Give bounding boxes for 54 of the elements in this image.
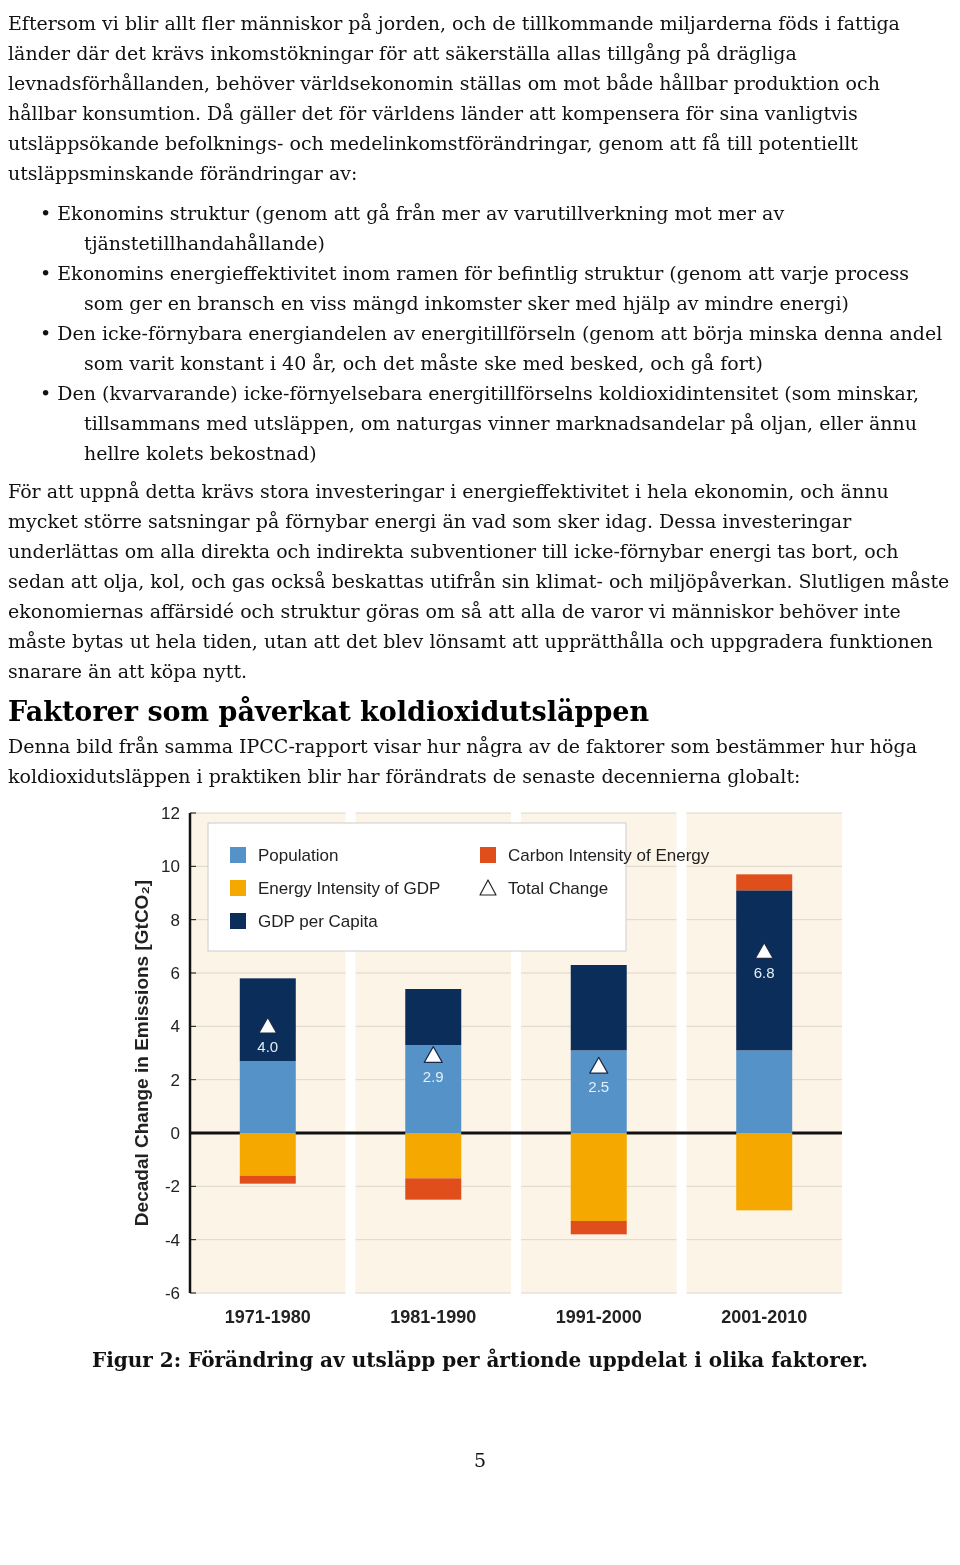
legend-label: Population xyxy=(258,846,339,865)
text: • Den icke-förnybara energiandelen av energitillförseln (genom att börja minska denna andel som varit konstant i 40 år, och det måste ske med besked, och gå fort) xyxy=(39,321,944,376)
y-tick-label: 0 xyxy=(170,1124,180,1143)
bar xyxy=(736,890,793,1051)
bar xyxy=(570,965,627,1051)
chart-subtitle: Denna bild från samma IPCC-rapport visar hur några av de faktorer som bestämmer hur höga koldioxidutsläppen i praktiken blir har förändrats de senaste decennierna globalt: xyxy=(8,734,918,789)
bar xyxy=(239,1175,296,1184)
bar xyxy=(239,1061,296,1133)
y-tick-label: -6 xyxy=(164,1284,180,1303)
y-tick-label: 6 xyxy=(170,964,180,983)
data-label: 2.9 xyxy=(422,1067,444,1085)
chart-title: Faktorer som påverkat koldioxidutsläppen xyxy=(8,696,651,727)
y-tick-label: 10 xyxy=(161,857,180,877)
legend-label: Energy Intensity of GDP xyxy=(258,879,441,898)
point xyxy=(423,1046,443,1064)
bar xyxy=(570,1133,627,1221)
point xyxy=(589,1056,609,1074)
y-tick-label: 8 xyxy=(170,910,180,930)
bar xyxy=(570,1221,627,1235)
bar xyxy=(736,1133,793,1211)
text: Figur 2: Förändring av utsläpp per årtionde uppdelat i olika faktorer. xyxy=(90,1347,870,1374)
x-tick-label: 1991-2000 xyxy=(555,1307,642,1327)
text: • Ekonomins struktur (genom att gå från mer av varutillverkning mot mer av tjänstetillhandahållande) xyxy=(39,201,786,256)
point xyxy=(258,1016,278,1034)
bar xyxy=(570,1050,627,1133)
bar xyxy=(239,978,296,1061)
legend-label: Carbon Intensity of Energy xyxy=(508,846,710,865)
y-tick-label: 4 xyxy=(170,1017,180,1037)
y-tick-label: -4 xyxy=(164,1230,180,1250)
point xyxy=(754,942,774,960)
text: Eftersom vi blir allt fler människor på jorden, och de tillkommande miljarderna föds i fattiga länder där det krävs inkomstökningar för att säkerställa allas tillgång på drägliga levnadsförhållanden, behöver världsekonomin ställas om mot både hållbar produktion och hållbar konsumtion. Då gäller det för världens länder att kompensera för sina vanligtvis utsläppsökande befolknings- och medelinkomstförändringar, genom att få till potentiellt utsläppsminskande förändringar av: xyxy=(8,11,901,186)
y-axis-title: Decadal Change in Emissions [GtCO₂] xyxy=(131,879,152,1227)
y-tick-label: 2 xyxy=(170,1070,180,1090)
bar xyxy=(239,1133,296,1176)
bar xyxy=(405,1045,462,1133)
text: • Ekonomins energieffektivitet inom ramen för befintlig struktur (genom att varje process som ger en bransch en viss mängd inkomster sker med hjälp av mindre energi) xyxy=(39,261,910,316)
text: • Den (kvarvarande) icke-förnyelsebara energitillförselns koldioxidintensitet (som minskar, tillsammans med utsläppen, om naturgas vinner marknadsandelar på oljan, eller ännu hellre kolets bekostnad) xyxy=(39,381,920,466)
x-tick-label: 1971-1980 xyxy=(224,1307,311,1327)
legend-label: GDP per Capita xyxy=(258,912,379,931)
bar xyxy=(736,1050,793,1133)
y-tick-label: 12 xyxy=(161,804,180,823)
data-label: 2.5 xyxy=(588,1078,610,1096)
text: 5 xyxy=(472,1448,488,1473)
bar xyxy=(405,989,462,1045)
x-tick-label: 1981-1990 xyxy=(390,1307,477,1327)
legend-label: Total Change xyxy=(508,879,609,898)
x-tick-label: 2001-2010 xyxy=(721,1307,808,1327)
bar xyxy=(736,874,793,891)
y-tick-label: -2 xyxy=(164,1177,180,1197)
data-label: 4.0 xyxy=(257,1038,279,1056)
bar xyxy=(405,1178,462,1200)
data-label: 6.8 xyxy=(753,963,775,981)
text: För att uppnå detta krävs stora investeringar i energieffektivitet i hela ekonomin, och ännu mycket större satsningar på förnybar energi än vad som sker idag. Dessa investeringar underlättas om alla direkta och indirekta subventioner till icke-förnybar energi tas bort, och sedan att olja, kol, och gas också beskattas utifrån sin klimat- och miljöpåverkan. Slutligen måste ekonomiernas affärsidé och struktur göras om så att alla de varor vi människor behöver inte måste bytas ut hela tiden, utan att det blev lönsamt att upprätthålla och uppgradera funktionen snarare än att köpa nytt. xyxy=(8,479,951,684)
bar xyxy=(405,1133,462,1179)
